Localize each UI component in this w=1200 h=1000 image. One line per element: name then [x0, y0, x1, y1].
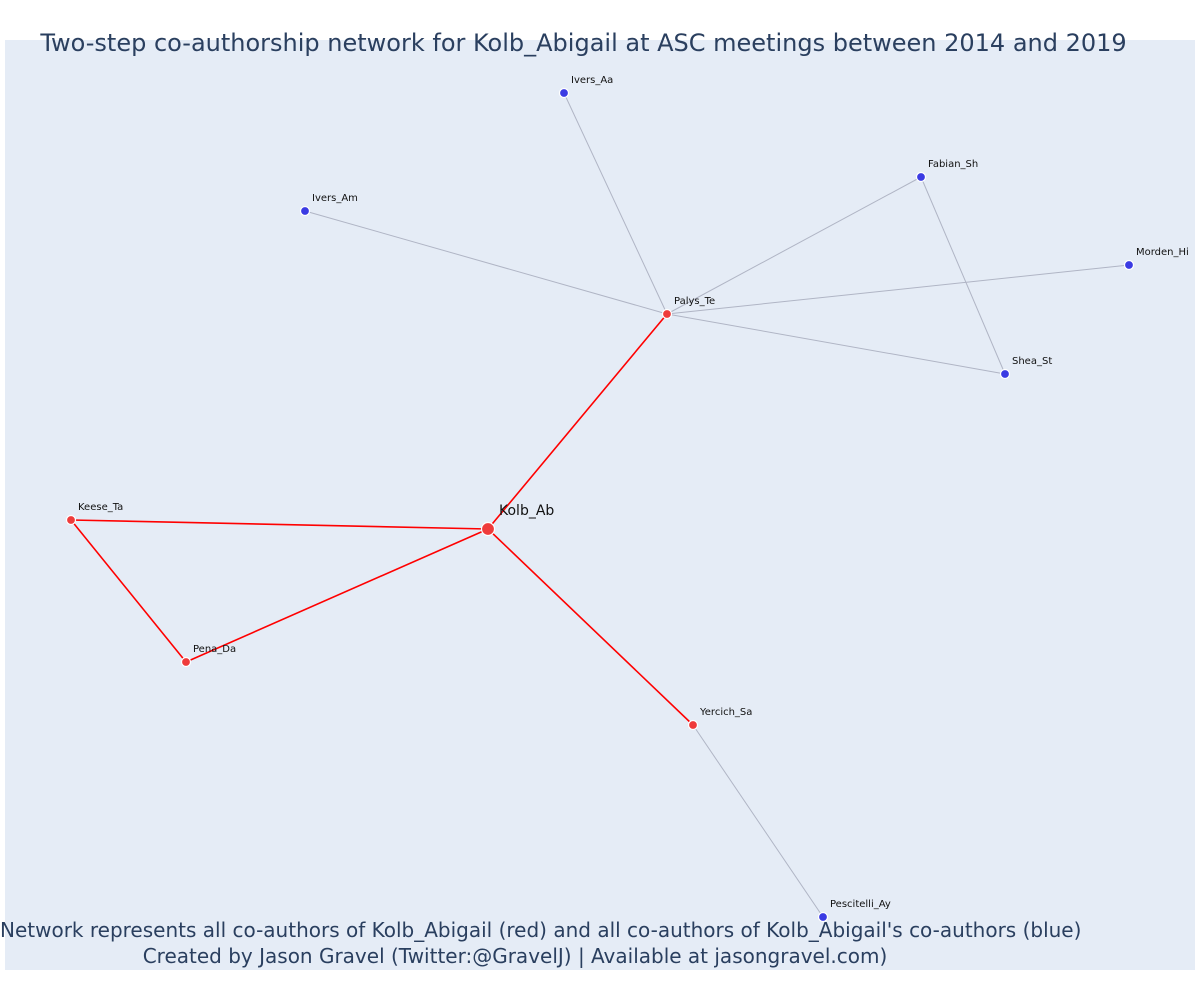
node-Ivers_Am[interactable] [299, 205, 311, 217]
edge-Kolb_Ab-Palys_Te [487, 313, 668, 530]
edge-Keese_Ta-Pena_Da [70, 519, 187, 663]
edge-Palys_Te-Shea_St [666, 313, 1006, 375]
node-Keese_Ta[interactable] [65, 514, 77, 526]
edge-Palys_Te-Ivers_Am [304, 210, 668, 315]
node-label-Morden_Hi: Morden_Hi [1136, 247, 1189, 258]
node-Pescitelli_Ay[interactable] [817, 911, 829, 923]
edge-Kolb_Ab-Yercich_Sa [487, 528, 694, 726]
node-Palys_Te[interactable] [661, 308, 673, 320]
node-Yercich_Sa[interactable] [687, 719, 699, 731]
node-Fabian_Sh[interactable] [915, 171, 927, 183]
node-Kolb_Ab[interactable] [480, 521, 496, 537]
chart-title: Two-step co-authorship network for Kolb_… [40, 29, 1127, 57]
node-label-Pescitelli_Ay: Pescitelli_Ay [830, 899, 891, 910]
edge-Palys_Te-Fabian_Sh [666, 176, 922, 315]
node-Ivers_Aa[interactable] [558, 87, 570, 99]
node-label-Ivers_Am: Ivers_Am [312, 193, 358, 204]
node-Morden_Hi[interactable] [1123, 259, 1135, 271]
plot-area [5, 40, 1195, 970]
node-label-Shea_St: Shea_St [1012, 356, 1052, 367]
node-label-Keese_Ta: Keese_Ta [78, 502, 123, 513]
nodes-layer [65, 87, 1135, 923]
node-label-Ivers_Aa: Ivers_Aa [571, 75, 613, 86]
footer-description: Network represents all co-authors of Kol… [0, 918, 1082, 942]
node-Shea_St[interactable] [999, 368, 1011, 380]
node-label-Yercich_Sa: Yercich_Sa [699, 707, 752, 718]
node-label-Pena_Da: Pena_Da [193, 644, 236, 655]
labels-layer: Kolb_Ab Palys_Te Keese_Ta Pena_Da Yercich_Sa… [78, 75, 1189, 910]
edge-Palys_Te-Morden_Hi [666, 264, 1130, 315]
node-label-Palys_Te: Palys_Te [674, 296, 715, 307]
edge-Yercich_Sa-Pescitelli_Ay [692, 724, 824, 918]
node-Pena_Da[interactable] [180, 656, 192, 668]
edge-Fabian_Sh-Shea_St [920, 176, 1006, 375]
edges-layer [70, 92, 1130, 918]
edge-Kolb_Ab-Keese_Ta [70, 519, 489, 530]
node-label-Kolb_Ab: Kolb_Ab [499, 503, 554, 519]
node-label-Fabian_Sh: Fabian_Sh [928, 159, 978, 170]
edge-Palys_Te-Ivers_Aa [563, 92, 668, 315]
footer-credit: Created by Jason Gravel (Twitter:@Gravel… [142, 944, 888, 968]
edge-Kolb_Ab-Pena_Da [185, 528, 489, 663]
